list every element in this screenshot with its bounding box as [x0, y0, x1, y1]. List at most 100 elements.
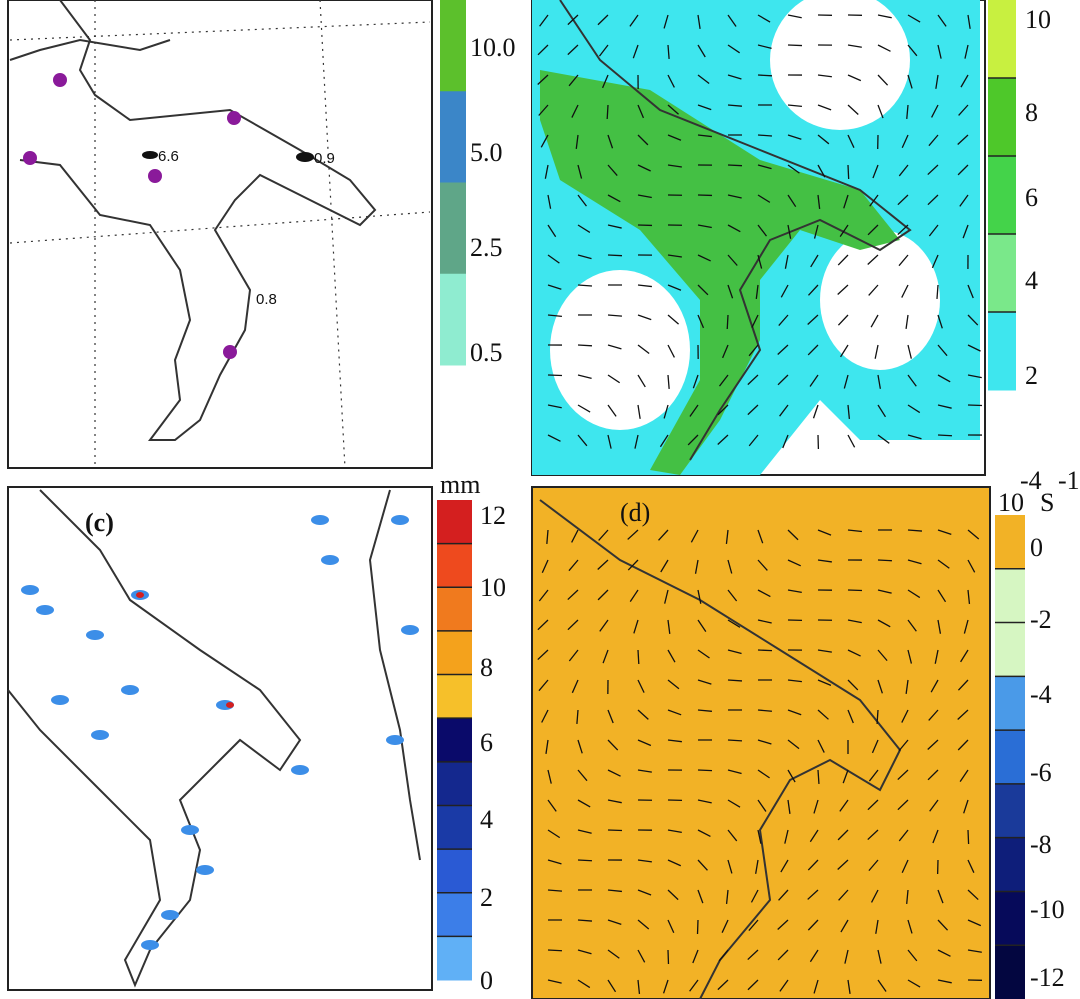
wind-arrow — [967, 14, 971, 29]
wind-arrow — [967, 829, 970, 845]
rain-patch — [141, 940, 159, 950]
colorbar-segment — [440, 0, 466, 92]
wind-arrow — [807, 859, 819, 871]
wind-arrow — [757, 589, 771, 598]
wind-arrow — [905, 314, 909, 329]
wind-arrow — [787, 224, 792, 239]
wind-arrow — [571, 104, 579, 118]
wind-arrow — [929, 799, 939, 812]
wind-arrow — [571, 529, 579, 543]
wind-arrow — [907, 44, 918, 57]
wind-arrow — [787, 44, 803, 47]
colorbar-segment — [988, 312, 1016, 391]
wind-arrow — [667, 74, 675, 88]
wind-arrow — [547, 889, 563, 892]
wind-arrow — [577, 284, 593, 287]
wind-arrow — [567, 44, 579, 56]
wind-arrow — [637, 649, 640, 665]
graticule — [9, 211, 431, 244]
wind-arrow — [717, 404, 729, 416]
wind-arrow — [817, 104, 832, 111]
wind-arrow — [787, 769, 796, 783]
wind-arrow — [937, 889, 944, 904]
wind-arrow — [547, 859, 562, 865]
wind-arrow — [960, 74, 969, 88]
wind-arrow — [928, 709, 939, 721]
wind-arrow — [967, 949, 982, 953]
wind-arrow — [838, 889, 849, 901]
panel-label: (c) — [85, 508, 114, 537]
wind-arrow — [932, 829, 939, 844]
wind-arrow — [601, 74, 609, 89]
colorbar-segment — [995, 730, 1025, 785]
wind-arrow — [907, 949, 918, 962]
wind-arrow — [751, 314, 759, 328]
rain-patch — [321, 555, 339, 565]
wind-arrow — [847, 709, 854, 724]
wind-arrow — [757, 14, 771, 23]
wind-arrow — [607, 949, 620, 959]
wind-arrow — [697, 104, 712, 111]
wind-arrow — [777, 949, 789, 961]
rain-spot — [296, 152, 314, 162]
wind-arrow — [607, 404, 617, 417]
wind-arrow — [787, 589, 802, 594]
wind-arrow — [898, 829, 909, 842]
wind-arrow — [840, 344, 849, 358]
map-frame — [7, 0, 433, 469]
wind-arrow — [660, 559, 669, 573]
wind-arrow — [907, 374, 917, 387]
wind-arrow — [607, 979, 617, 993]
rain-patch — [36, 605, 54, 615]
colorbar-label: 8 — [480, 653, 493, 682]
wind-arrow — [718, 374, 729, 387]
unit: 10 — [998, 488, 1024, 517]
wind-arrow — [667, 164, 682, 168]
wind-arrow — [576, 709, 579, 725]
wind-arrow — [787, 14, 802, 19]
wind-arrow — [727, 799, 741, 808]
wind-arrow — [877, 559, 893, 562]
wind-arrow — [629, 589, 639, 603]
wind-arrow — [847, 404, 851, 419]
wind-arrow — [537, 74, 549, 85]
wind-arrow — [757, 739, 772, 745]
wind-arrow — [697, 709, 713, 712]
wind-arrow — [725, 889, 729, 904]
wind-arrow — [697, 589, 702, 604]
wind-arrow — [697, 679, 712, 685]
wind-arrow — [817, 709, 829, 720]
colorbar-segment — [440, 91, 466, 183]
wind-arrow — [637, 739, 652, 747]
wind-arrow — [697, 134, 712, 138]
wind-arrow — [627, 529, 639, 540]
colorbar-segment — [995, 837, 1025, 892]
wind-arrow — [807, 919, 819, 931]
wind-arrow — [537, 619, 549, 631]
wind-arrow — [907, 589, 921, 599]
wind-arrow — [748, 434, 759, 447]
rain-spot — [142, 151, 158, 159]
wind-arrow — [937, 949, 951, 957]
shading — [820, 230, 940, 370]
wind-arrow — [637, 859, 652, 863]
wind-arrow — [967, 344, 981, 352]
wind-arrow — [847, 619, 862, 624]
wind-arrow — [599, 619, 609, 632]
colorbar-label: -2 — [1030, 605, 1052, 634]
panel-a: 6.6 0.9 0.8 — [7, 0, 433, 469]
wind-arrow — [931, 104, 939, 118]
unit: -4 — [1020, 466, 1042, 495]
wind-arrow — [967, 589, 971, 604]
wind-arrow — [757, 649, 773, 652]
wind-arrow — [907, 434, 922, 440]
rain-patch — [91, 730, 109, 740]
rain-patch — [86, 630, 104, 640]
wind-arrow — [907, 979, 921, 988]
station — [227, 111, 241, 125]
wind-arrow — [747, 404, 759, 416]
wind-arrow — [927, 194, 939, 206]
wind-arrow — [667, 649, 676, 663]
wind-arrow — [809, 949, 819, 963]
wind-arrow — [726, 314, 729, 330]
